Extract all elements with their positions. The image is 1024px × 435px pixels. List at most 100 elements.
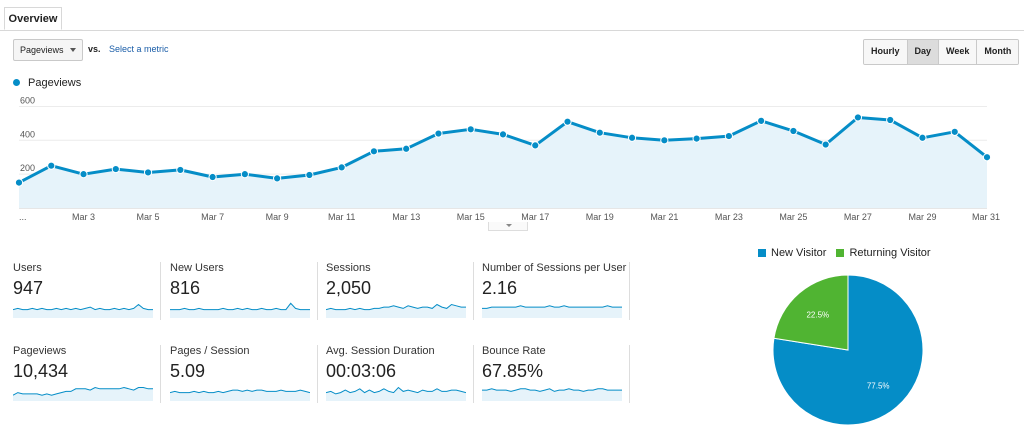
metric-select-value: Pageviews <box>20 45 64 55</box>
legend-returning-visitor-label: Returning Visitor <box>849 247 931 259</box>
x-tick-label: Mar 27 <box>844 212 872 222</box>
sparkline-area <box>13 304 153 318</box>
hourly-button[interactable]: Hourly <box>864 40 908 64</box>
legend-dot-icon <box>13 79 20 86</box>
metric-tile[interactable]: Bounce Rate 67.85% <box>482 345 630 409</box>
data-point[interactable] <box>305 170 314 180</box>
visitor-pie-chart: 77.5% 22.5% <box>772 274 924 426</box>
data-point[interactable] <box>853 113 863 122</box>
sparkline-line <box>170 389 310 394</box>
sparkline-line <box>482 388 622 392</box>
data-point[interactable] <box>982 153 992 162</box>
x-tick-label: Mar 17 <box>521 212 549 222</box>
chart-resize-handle[interactable] <box>488 222 528 231</box>
data-point[interactable] <box>402 144 411 153</box>
sparkline <box>13 386 153 401</box>
sparkline-area <box>482 305 622 318</box>
metric-value: 10,434 <box>13 361 69 381</box>
day-button[interactable]: Day <box>907 40 940 64</box>
data-point[interactable] <box>660 136 669 145</box>
data-point[interactable] <box>176 165 185 175</box>
x-tick-label: Mar 15 <box>457 212 485 222</box>
data-point[interactable] <box>789 126 798 136</box>
data-point[interactable] <box>111 164 120 174</box>
metric-label: Pages / Session <box>170 345 250 357</box>
x-tick-label: Mar 25 <box>779 212 807 222</box>
metric-value: 5.09 <box>170 361 206 381</box>
data-point[interactable] <box>47 161 56 170</box>
metric-tile[interactable]: Pageviews 10,434 <box>13 345 161 409</box>
sparkline-area <box>170 390 310 401</box>
data-point[interactable] <box>886 115 895 125</box>
month-button[interactable]: Month <box>977 40 1019 64</box>
data-point[interactable] <box>627 133 637 142</box>
vs-label: vs. <box>88 44 101 54</box>
metric-tile[interactable]: Users 947 <box>13 262 161 326</box>
pageviews-line-chart: 200 400 600... Mar 3 Mar 5 Mar 7 Mar 9 Mar 11 Ma… <box>14 95 1000 222</box>
metric-label: Pageviews <box>13 345 67 357</box>
legend-pageviews-label: Pageviews <box>28 77 82 89</box>
metric-label: Sessions <box>326 262 371 274</box>
metric-select[interactable]: Pageviews <box>13 39 83 61</box>
data-point[interactable] <box>466 125 475 134</box>
week-button[interactable]: Week <box>939 40 978 64</box>
data-point[interactable] <box>498 130 508 139</box>
metric-tile[interactable]: New Users 816 <box>170 262 318 326</box>
metric-tile[interactable]: Avg. Session Duration 00:03:06 <box>326 345 474 409</box>
tab-overview[interactable]: Overview <box>4 7 62 30</box>
pie-slice[interactable] <box>773 274 849 351</box>
data-point[interactable] <box>918 133 927 142</box>
metric-divider <box>473 345 474 403</box>
sparkline-area <box>326 387 466 401</box>
data-point[interactable] <box>337 163 346 172</box>
sparkline <box>170 302 310 318</box>
x-tick-label: Mar 9 <box>266 212 289 222</box>
data-point[interactable] <box>79 170 88 179</box>
data-point[interactable] <box>724 131 733 141</box>
metric-divider <box>160 262 161 320</box>
data-point[interactable] <box>240 170 249 179</box>
data-point[interactable] <box>531 141 540 150</box>
x-tick-label: Mar 5 <box>137 212 160 222</box>
x-tick-label: Mar 7 <box>201 212 224 222</box>
data-point[interactable] <box>692 134 701 143</box>
sparkline <box>482 305 622 318</box>
metric-divider <box>629 345 630 403</box>
period-toggle: Hourly Day Week Month <box>863 39 1020 65</box>
pie-slice-label: 77.5% <box>867 381 890 390</box>
series-area <box>19 117 987 208</box>
legend-returning-visitor: Returning Visitor <box>836 247 931 259</box>
data-point[interactable] <box>369 147 379 156</box>
data-point[interactable] <box>757 116 766 125</box>
metric-label: Number of Sessions per User <box>482 262 627 274</box>
sparkline <box>326 386 466 401</box>
data-point[interactable] <box>208 172 217 182</box>
pie-slice-label: 22.5% <box>806 311 829 320</box>
data-point[interactable] <box>273 174 282 183</box>
data-point[interactable] <box>14 178 24 187</box>
metric-value: 816 <box>170 278 201 298</box>
x-tick-label: Mar 3 <box>72 212 95 222</box>
chevron-down-icon <box>506 224 512 227</box>
metric-value: 00:03:06 <box>326 361 397 381</box>
metric-tile[interactable]: Pages / Session 5.09 <box>170 345 318 409</box>
metric-value: 67.85% <box>482 361 544 381</box>
data-point[interactable] <box>563 117 572 126</box>
data-point[interactable] <box>143 168 153 177</box>
sparkline-area <box>170 303 310 318</box>
metric-label: New Users <box>170 262 224 274</box>
sparkline-line <box>13 386 153 396</box>
metric-tile[interactable]: Sessions 2,050 <box>326 262 474 326</box>
metric-divider <box>160 345 161 403</box>
data-point[interactable] <box>821 140 830 149</box>
select-metric-link[interactable]: Select a metric <box>109 44 169 54</box>
metric-divider <box>317 345 318 403</box>
data-point[interactable] <box>434 129 443 138</box>
sparkline-line <box>326 303 466 311</box>
x-tick-label: Mar 19 <box>586 212 614 222</box>
metric-tile[interactable]: Number of Sessions per User 2.16 <box>482 262 630 326</box>
data-point[interactable] <box>595 128 604 137</box>
sparkline-area <box>326 304 466 318</box>
data-point[interactable] <box>950 127 959 136</box>
legend-swatch-icon <box>836 249 845 257</box>
